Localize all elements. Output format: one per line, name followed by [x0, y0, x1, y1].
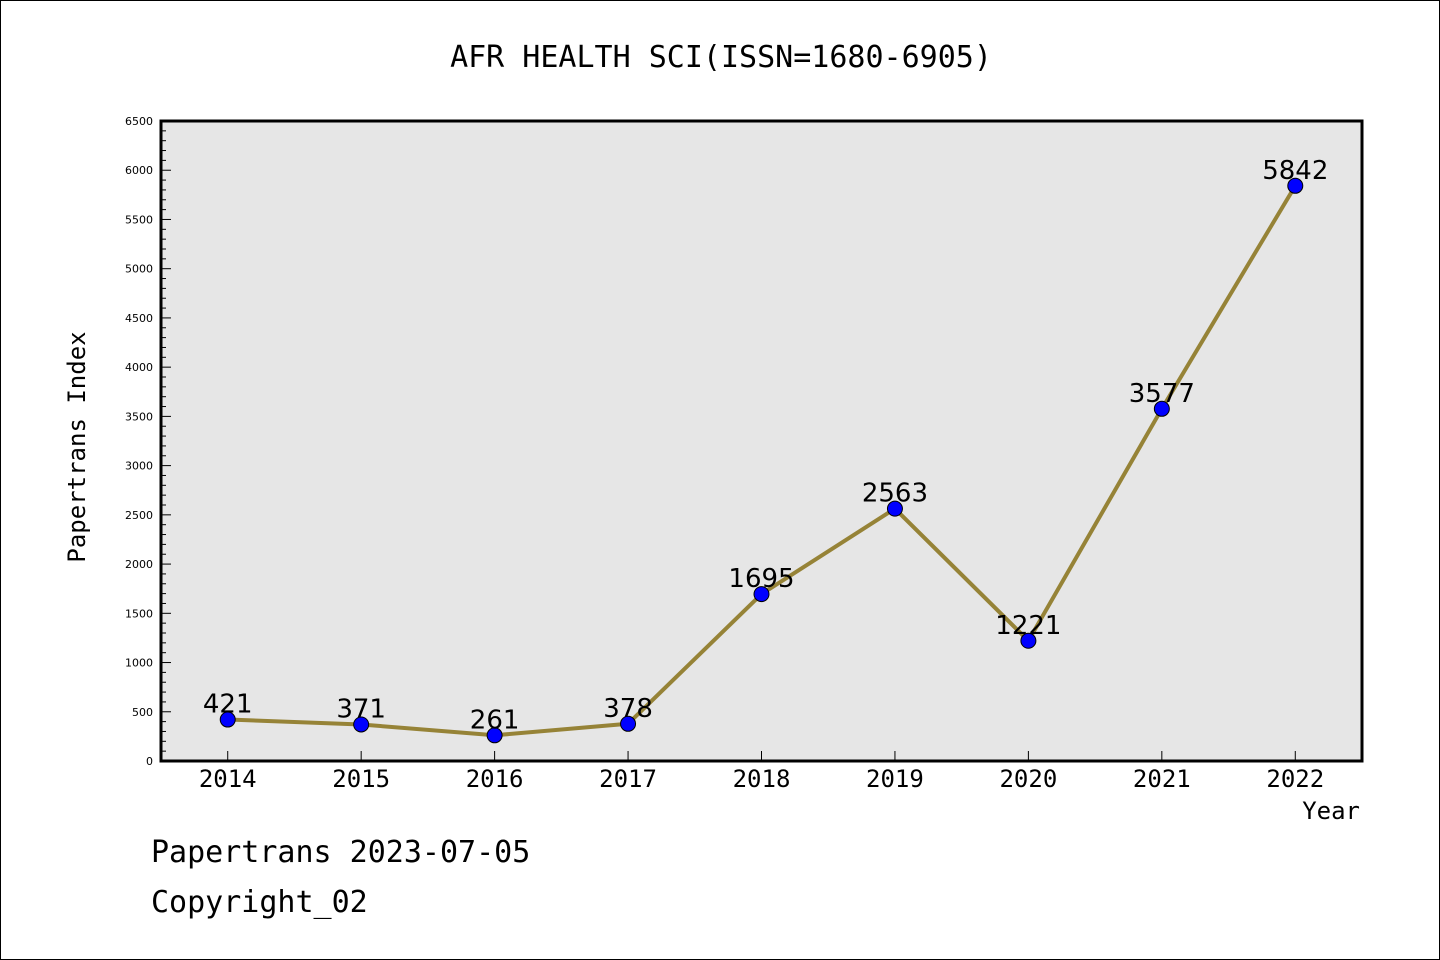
y-tick-label: 3500	[125, 410, 153, 423]
y-tick-label: 1500	[125, 607, 153, 620]
y-tick-label: 4500	[125, 312, 153, 325]
y-tick-label: 3000	[125, 460, 153, 473]
y-axis-label: Papertrans Index	[63, 331, 91, 562]
data-label: 378	[603, 694, 653, 724]
x-tick-label: 2015	[332, 765, 390, 793]
footer-date-label: Papertrans 2023-07-05	[151, 835, 531, 870]
data-label: 5842	[1262, 156, 1328, 186]
data-point	[1153, 400, 1170, 417]
x-axis: 2014 2015 2016 2017 2018 2019 2020 2021 2022	[199, 751, 1324, 793]
data-point	[886, 500, 903, 517]
y-tick-label: 0	[146, 755, 153, 768]
y-tick-label: 5500	[125, 213, 153, 226]
y-tick-label: 2000	[125, 558, 153, 571]
data-point	[219, 711, 236, 728]
x-axis-label: Year	[1302, 797, 1360, 825]
x-tick-label: 2020	[999, 765, 1057, 793]
y-tick-label: 2500	[125, 509, 153, 522]
y-tick-label: 6000	[125, 164, 153, 177]
x-tick-label: 2021	[1133, 765, 1191, 793]
data-point	[1287, 177, 1304, 194]
y-tick-label: 1000	[125, 657, 153, 670]
x-tick-label: 2019	[866, 765, 924, 793]
y-axis: 0 500 1000 1500 2000 2500 3000 3500 4000 4500 5000…	[125, 115, 171, 768]
data-label: 1221	[995, 611, 1061, 641]
chart-title: AFR HEALTH SCI(ISSN=1680-6905)	[450, 40, 992, 75]
y-tick-label: 5000	[125, 263, 153, 276]
x-tick-label: 2018	[733, 765, 791, 793]
y-tick-label: 500	[132, 706, 153, 719]
x-tick-label: 2017	[599, 765, 657, 793]
x-tick-label: 2016	[466, 765, 524, 793]
plot-area	[161, 121, 1362, 761]
data-point	[620, 715, 637, 732]
data-point	[353, 716, 370, 733]
data-label: 3577	[1129, 379, 1195, 409]
footer-copyright-label: Copyright_02	[151, 885, 368, 920]
y-tick-label: 4000	[125, 361, 153, 374]
data-label: 261	[470, 705, 520, 735]
series-layer: 421 371 261 378 1695 2563 1221 3577 5842	[203, 156, 1328, 744]
data-point	[486, 727, 503, 744]
data-label: 421	[203, 690, 253, 720]
x-tick-label: 2022	[1266, 765, 1324, 793]
data-label: 2563	[862, 479, 928, 509]
data-point	[753, 586, 770, 603]
data-label: 1695	[728, 564, 794, 594]
plot-frame	[159, 119, 1364, 763]
y-tick-label: 6500	[125, 115, 153, 128]
x-tick-label: 2014	[199, 765, 257, 793]
data-label: 371	[336, 694, 386, 724]
data-point	[1020, 632, 1037, 649]
